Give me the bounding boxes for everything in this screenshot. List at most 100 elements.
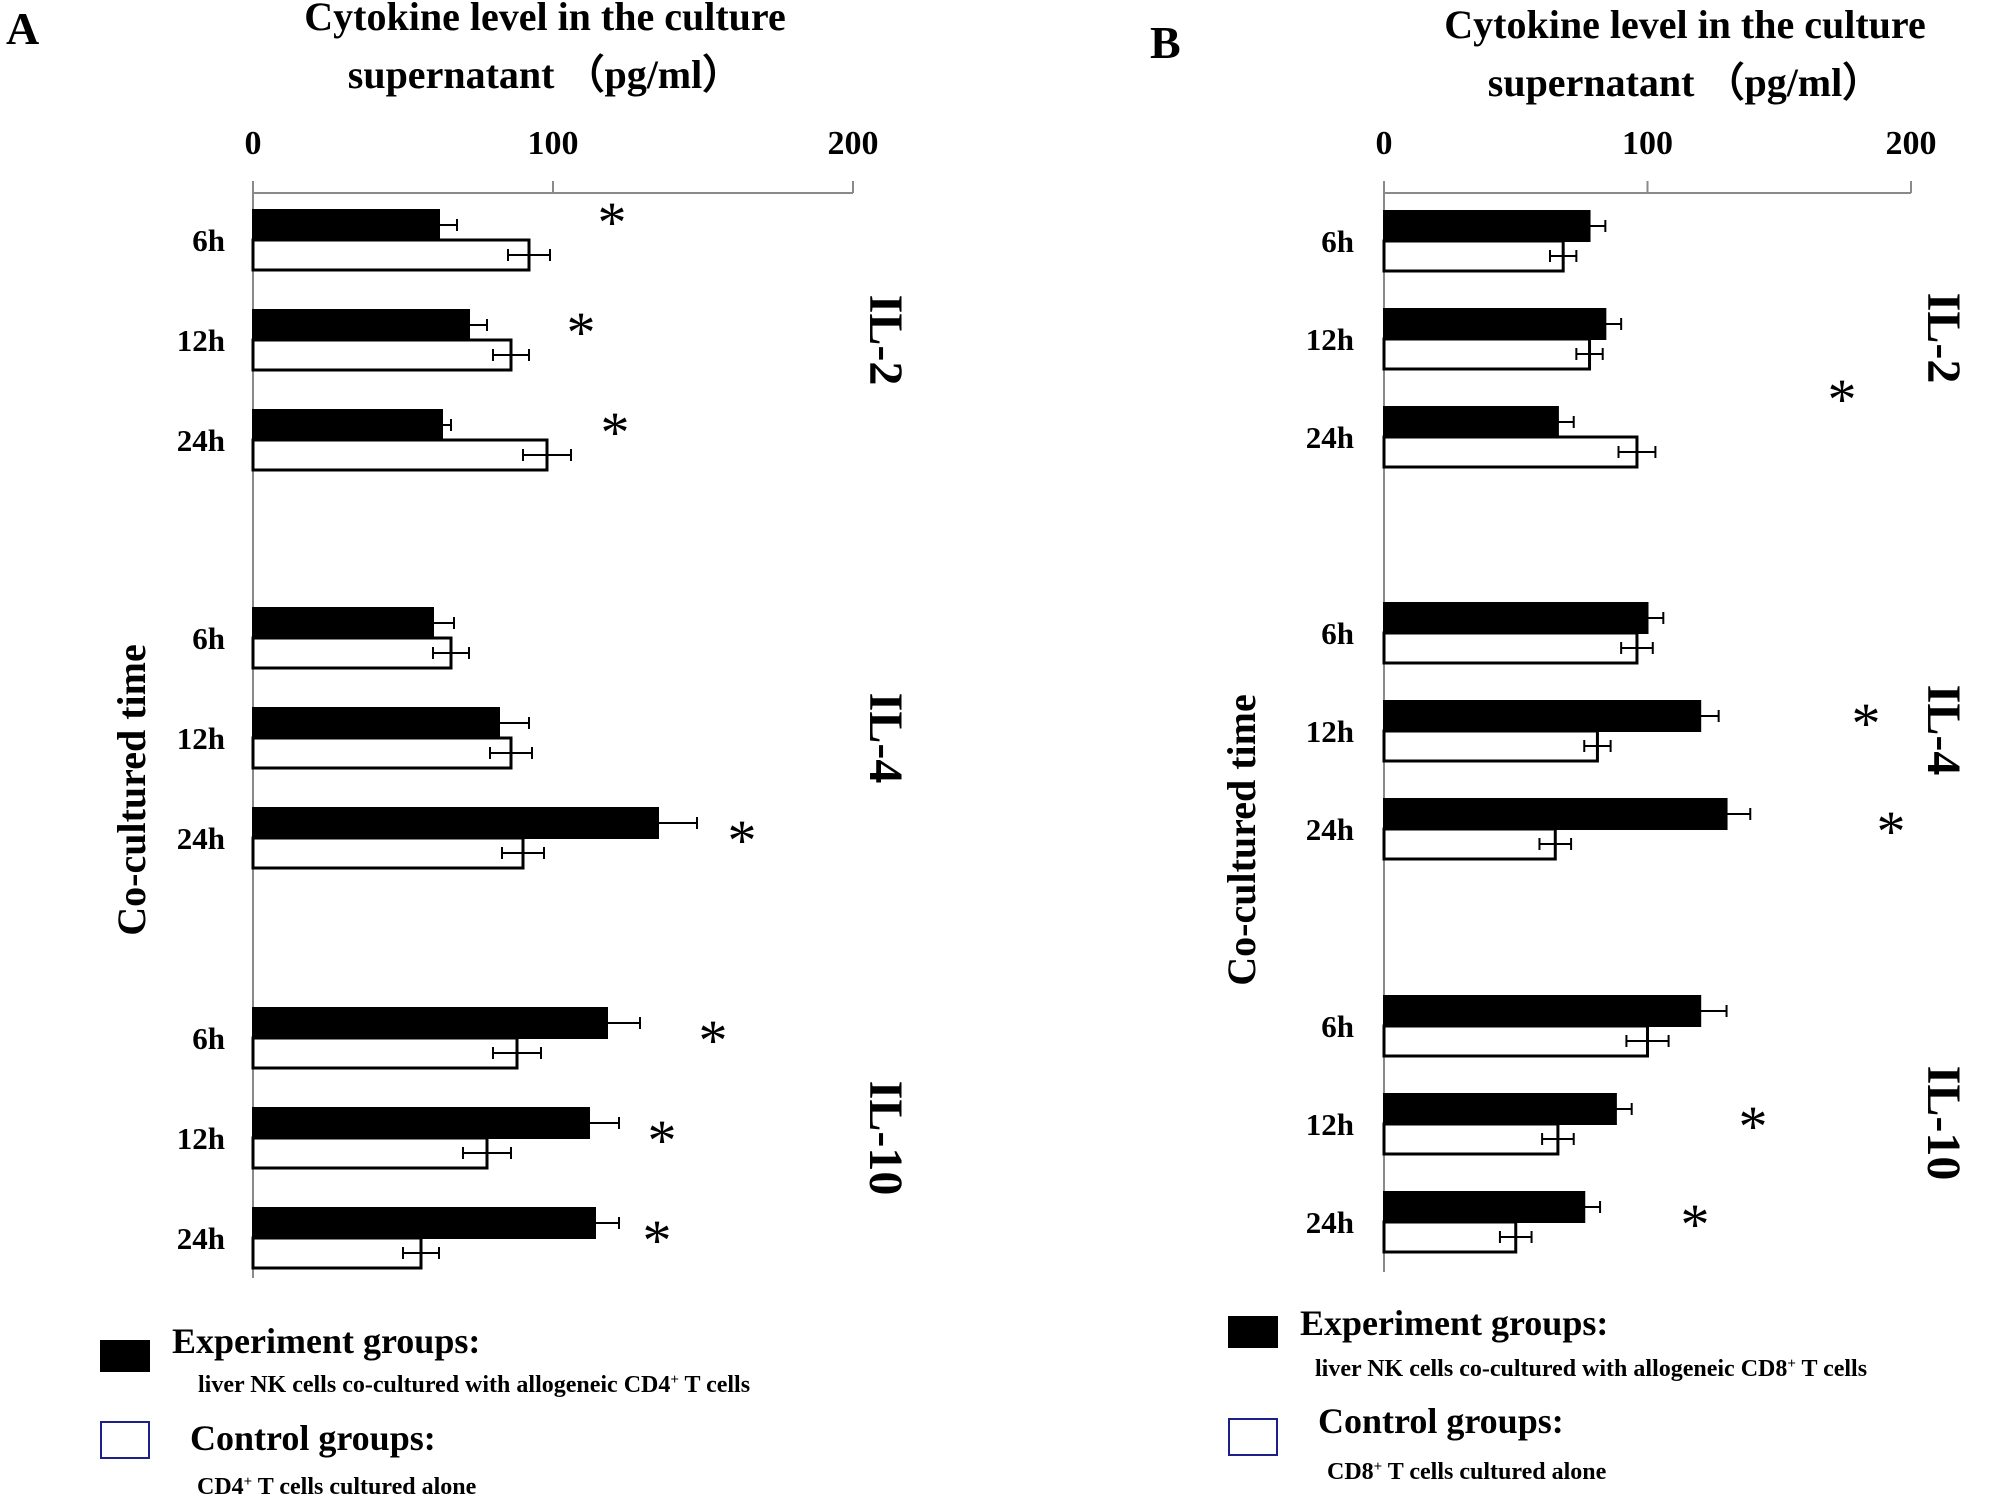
experiment-error-bar xyxy=(570,1217,620,1229)
control-bar xyxy=(1382,435,1639,469)
experiment-error-bar xyxy=(573,1017,641,1029)
experiment-error-bar xyxy=(1701,808,1752,820)
significance-star: * xyxy=(643,1208,672,1273)
experiment-error-bar xyxy=(432,419,452,431)
panel-letter: B xyxy=(1150,17,1181,68)
control-bar xyxy=(251,1236,423,1270)
control-error-bar xyxy=(1617,446,1657,458)
experiment-bar xyxy=(1383,1093,1617,1125)
cytokine-label: IL-4 xyxy=(1917,685,1970,776)
significance-star: * xyxy=(567,300,596,365)
cytokine-label: IL-10 xyxy=(1917,1066,1970,1181)
experiment-bar xyxy=(252,309,470,341)
legend-experiment-title: Experiment groups: xyxy=(1300,1303,1608,1343)
significance-star: * xyxy=(1828,367,1857,432)
control-bar xyxy=(1382,239,1565,273)
legend-swatch-experiment xyxy=(100,1340,150,1372)
legend-control-title: Control groups: xyxy=(1318,1401,1564,1441)
significance-star: * xyxy=(601,400,630,465)
control-bar xyxy=(1382,337,1592,371)
category-label: 6h xyxy=(1321,616,1354,651)
experiment-bar xyxy=(252,1107,590,1139)
control-error-bar xyxy=(1549,250,1578,262)
x-axis-title-line1: Cytokine level in the culture xyxy=(1444,2,1925,47)
category-label: 24h xyxy=(177,1221,225,1256)
control-error-bar xyxy=(432,647,470,659)
category-label: 12h xyxy=(1306,1107,1354,1142)
category-label: 12h xyxy=(177,1121,225,1156)
experiment-error-bar xyxy=(468,717,530,729)
experiment-bar xyxy=(252,707,500,739)
panel-letter: A xyxy=(6,3,39,54)
legend-swatch-experiment xyxy=(1228,1316,1278,1348)
control-bar xyxy=(251,238,531,272)
x-tick-label: 100 xyxy=(1622,125,1673,162)
legend-swatch-control xyxy=(100,1421,150,1459)
x-tick-label: 0 xyxy=(245,125,262,162)
x-axis-title-line2: supernatant （pg/ml） xyxy=(1488,60,1883,105)
x-tick-label: 100 xyxy=(528,125,579,162)
experiment-bar xyxy=(1383,1191,1586,1223)
control-error-bar xyxy=(1620,642,1654,654)
experiment-error-bar xyxy=(1541,416,1575,428)
category-label: 6h xyxy=(1321,1009,1354,1044)
experiment-bar xyxy=(1383,406,1559,438)
experiment-error-bar xyxy=(1672,1005,1728,1017)
experiment-error-bar xyxy=(411,617,455,629)
experiment-bar xyxy=(252,409,443,441)
cytokine-label: IL-2 xyxy=(859,295,912,386)
category-label: 6h xyxy=(192,1021,225,1056)
significance-star: * xyxy=(1739,1094,1768,1159)
category-label: 12h xyxy=(1306,714,1354,749)
significance-star: * xyxy=(728,808,757,873)
control-bar xyxy=(1382,729,1599,763)
cytokine-label: IL-4 xyxy=(859,693,912,784)
panel-b: B Cytokine level in the culture supernatan… xyxy=(1150,2,1970,1485)
experiment-error-bar xyxy=(1680,710,1720,722)
legend-swatch-control xyxy=(1228,1418,1278,1456)
significance-star: * xyxy=(699,1008,728,1073)
legend-experiment-description: liver NK cells co-cultured with allogene… xyxy=(198,1372,750,1398)
experiment-bar xyxy=(252,209,440,241)
legend-control-description: CD4+ T cells cultured alone xyxy=(197,1474,477,1495)
control-bar xyxy=(251,438,549,472)
significance-star: * xyxy=(648,1108,677,1173)
legend-control-title: Control groups: xyxy=(190,1418,436,1458)
category-label: 12h xyxy=(177,323,225,358)
legend-experiment-description: liver NK cells co-cultured with allogene… xyxy=(1315,1356,1867,1382)
control-bar xyxy=(251,736,513,770)
experiment-error-bar xyxy=(1567,1201,1602,1213)
cytokine-label: IL-10 xyxy=(859,1081,912,1196)
category-label: 24h xyxy=(1306,420,1354,455)
legend-experiment-title: Experiment groups: xyxy=(172,1321,480,1361)
experiment-error-bar xyxy=(1572,220,1607,232)
category-label: 6h xyxy=(1321,224,1354,259)
panel-a: A Cytokine level in the culture supernatan… xyxy=(6,0,912,1495)
control-error-bar xyxy=(402,1247,440,1259)
cytokine-label: IL-2 xyxy=(1917,293,1970,384)
control-bar xyxy=(1382,1122,1560,1156)
control-bar xyxy=(1382,1220,1518,1254)
y-axis-title: Co-cultured time xyxy=(1219,694,1264,985)
experiment-bar xyxy=(252,807,659,839)
control-error-bar xyxy=(522,449,572,461)
experiment-error-bar xyxy=(1630,612,1665,624)
experiment-error-bar xyxy=(558,1117,620,1129)
control-error-bar xyxy=(501,847,545,859)
experiment-error-bar xyxy=(450,319,488,331)
experiment-error-bar xyxy=(420,219,458,231)
experiment-error-bar xyxy=(1588,318,1623,330)
x-tick-label: 200 xyxy=(828,125,879,162)
experiment-bar xyxy=(1383,210,1591,242)
experiment-bar xyxy=(1383,700,1702,732)
category-label: 24h xyxy=(177,423,225,458)
legend-control-description: CD8+ T cells cultured alone xyxy=(1327,1459,1607,1485)
legend: Experiment groups: liver NK cells co-cult… xyxy=(100,1321,750,1495)
control-bar xyxy=(251,338,513,372)
control-error-bar xyxy=(492,349,530,361)
category-label: 6h xyxy=(192,223,225,258)
control-bar xyxy=(1382,1024,1649,1058)
experiment-bar xyxy=(1383,602,1649,634)
control-error-bar xyxy=(462,1147,512,1159)
